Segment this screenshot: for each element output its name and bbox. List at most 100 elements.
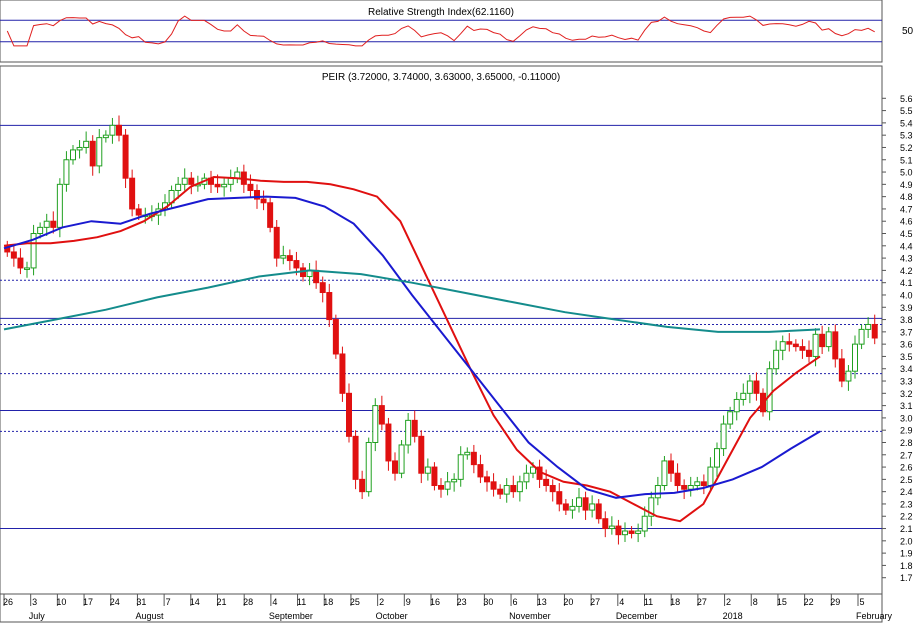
y-tick-label: 2.2 (900, 512, 913, 522)
y-tick-label: 2.0 (900, 536, 913, 546)
candle-body (286, 255, 293, 262)
candle-body (135, 208, 142, 216)
candle-body (221, 183, 228, 188)
x-month-label: August (135, 611, 164, 621)
x-tick-label: 28 (243, 597, 253, 607)
moving-average-line (3, 195, 821, 499)
candle-body (786, 341, 793, 345)
x-tick-label: 7 (166, 597, 171, 607)
candle-body (865, 323, 872, 330)
x-tick-label: 2 (379, 597, 384, 607)
candle-body (326, 292, 333, 321)
candle-body (37, 226, 44, 235)
candle-body (602, 518, 609, 530)
x-tick-label: 24 (110, 597, 120, 607)
candle-body (181, 177, 188, 185)
candle-body (63, 159, 70, 185)
x-tick-label: 11 (297, 597, 306, 607)
candle-body (280, 255, 287, 259)
candle-body (43, 220, 50, 228)
candle-body (746, 380, 753, 394)
candle-body (346, 392, 352, 437)
candle-body (339, 353, 346, 394)
y-tick-label: 2.7 (900, 450, 913, 460)
y-tick-label: 3.4 (900, 364, 913, 374)
y-tick-label: 5.1 (900, 155, 913, 165)
candle-body (503, 485, 510, 495)
x-tick-label: 18 (670, 597, 680, 607)
candle-body (254, 189, 260, 200)
y-tick-label: 3.5 (900, 352, 913, 362)
price-panel: PEIR (3.72000, 3.74000, 3.63000, 3.65000… (0, 65, 913, 595)
candle-body (582, 497, 589, 511)
candle-body (740, 392, 747, 400)
candle-body (622, 530, 628, 536)
candle-body (405, 419, 412, 446)
candle-body (10, 251, 17, 259)
candle-body (773, 349, 780, 370)
candle-body (556, 491, 563, 505)
candle-body (700, 481, 707, 487)
candle-body (247, 183, 254, 191)
candle-body (418, 435, 425, 474)
candle-body (832, 331, 839, 360)
candle-body (714, 448, 720, 468)
x-tick-label: 31 (136, 597, 146, 607)
candle-body (293, 260, 300, 269)
x-tick-label: 6 (513, 597, 518, 607)
candle-body (214, 183, 221, 188)
candle-body (372, 405, 379, 443)
candle-body (451, 478, 458, 483)
candle-body (727, 411, 734, 425)
x-tick-label: 2 (726, 597, 731, 607)
candle-body (615, 525, 622, 536)
y-tick-label: 2.3 (900, 499, 913, 509)
x-tick-label: 13 (537, 597, 547, 607)
candle-body (799, 346, 806, 351)
y-tick-label: 3.6 (900, 340, 913, 350)
candle-body (661, 460, 668, 487)
candle-body (385, 423, 392, 462)
y-tick-label: 2.4 (900, 487, 913, 497)
candle-body (313, 269, 320, 284)
candle-body (569, 505, 576, 511)
candle-body (576, 497, 582, 507)
candle-body (464, 451, 471, 456)
candle-body (549, 485, 556, 493)
y-tick-label: 3.3 (900, 377, 913, 387)
y-tick-label: 4.1 (900, 278, 913, 288)
candle-body (681, 485, 688, 490)
x-tick-label: 14 (190, 597, 200, 607)
candle-body (411, 419, 418, 437)
y-tick-label: 3.8 (900, 315, 913, 325)
candle-body (707, 466, 714, 487)
x-month-label: October (376, 611, 408, 621)
x-tick-label: 18 (323, 597, 333, 607)
x-month-label: November (509, 611, 551, 621)
x-month-label: September (269, 611, 313, 621)
y-tick-label: 5.6 (900, 94, 913, 104)
candle-body (76, 146, 83, 151)
candle-body (812, 333, 819, 357)
candle-body (648, 497, 655, 517)
x-month-label: December (616, 611, 658, 621)
candle-body (17, 257, 24, 269)
candle-body (129, 177, 136, 210)
price-title: PEIR (3.72000, 3.74000, 3.63000, 3.65000… (322, 72, 560, 83)
candle-body (852, 343, 858, 372)
candle-body (635, 530, 642, 534)
y-tick-label: 5.2 (900, 143, 913, 153)
y-tick-label: 1.7 (900, 573, 913, 583)
candle-body (122, 134, 129, 179)
y-tick-label: 3.7 (900, 327, 913, 337)
candle-body (188, 177, 195, 185)
candle-body (319, 282, 326, 294)
x-tick-label: 25 (350, 597, 360, 607)
y-tick-label: 5.3 (900, 131, 913, 141)
candle-body (628, 530, 635, 534)
x-tick-label: 27 (697, 597, 707, 607)
x-tick-label: 15 (777, 597, 787, 607)
candle-body (510, 485, 517, 493)
x-tick-label: 4 (619, 597, 624, 607)
y-tick-label: 2.1 (900, 524, 913, 534)
